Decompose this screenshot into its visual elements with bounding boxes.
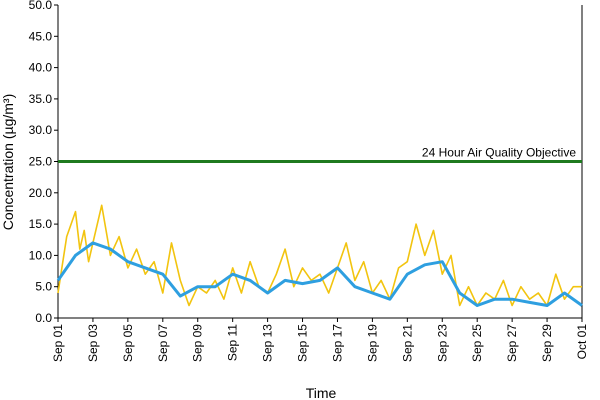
- x-tick-label: Sep 21: [400, 324, 414, 362]
- y-tick-label: 20.0: [29, 186, 53, 200]
- x-tick-label: Sep 11: [226, 324, 240, 361]
- reference-line-label: 24 Hour Air Quality Objective: [422, 146, 576, 160]
- daily-series-line: [56, 241, 583, 307]
- x-tick-label: Oct 01: [575, 324, 589, 360]
- y-tick-label: 0.0: [35, 311, 52, 325]
- x-tick-label: Sep 29: [540, 324, 554, 362]
- reference-line-group: 24 Hour Air Quality Objective: [58, 146, 582, 163]
- y-tick-label: 35.0: [29, 92, 53, 106]
- series-group: [56, 204, 583, 307]
- y-tick-label: 45.0: [29, 29, 53, 43]
- x-tick-label: Sep 05: [121, 324, 135, 362]
- y-tick-label: 30.0: [29, 123, 53, 137]
- hourly-series-line: [57, 204, 582, 307]
- y-tick-label: 5.0: [35, 280, 52, 294]
- y-tick-label: 10.0: [29, 248, 53, 262]
- x-tick-label: Sep 03: [86, 324, 100, 362]
- x-tick-label: Sep 19: [365, 324, 379, 362]
- x-tick-label: Sep 13: [261, 324, 275, 362]
- y-axis-title: Concentration (µg/m³): [0, 94, 16, 230]
- x-tick-label: Sep 01: [51, 324, 65, 362]
- x-tick-label: Sep 07: [156, 324, 170, 362]
- y-tick-label: 25.0: [29, 155, 53, 169]
- y-tick-label: 15.0: [29, 217, 53, 231]
- x-tick-label: Sep 25: [470, 324, 484, 362]
- x-tick-label: Sep 09: [191, 324, 205, 362]
- x-tick-label: Sep 27: [505, 324, 519, 362]
- x-axis-ticks: Sep 01 Sep 03 Sep 05 Sep 07 Sep 09 Sep 11 Sep …: [51, 318, 589, 362]
- x-axis-title: Time: [306, 385, 337, 400]
- x-tick-label: Sep 23: [435, 324, 449, 362]
- x-tick-label: Sep 17: [330, 324, 344, 362]
- x-tick-label: Sep 15: [296, 324, 310, 362]
- y-tick-label: 40.0: [29, 61, 53, 75]
- y-axis-ticks: 0.0 5.0 10.0 15.0 20.0 25.0 30.0 35.0 40.0 45.0 50…: [29, 0, 58, 325]
- y-tick-label: 50.0: [29, 0, 53, 12]
